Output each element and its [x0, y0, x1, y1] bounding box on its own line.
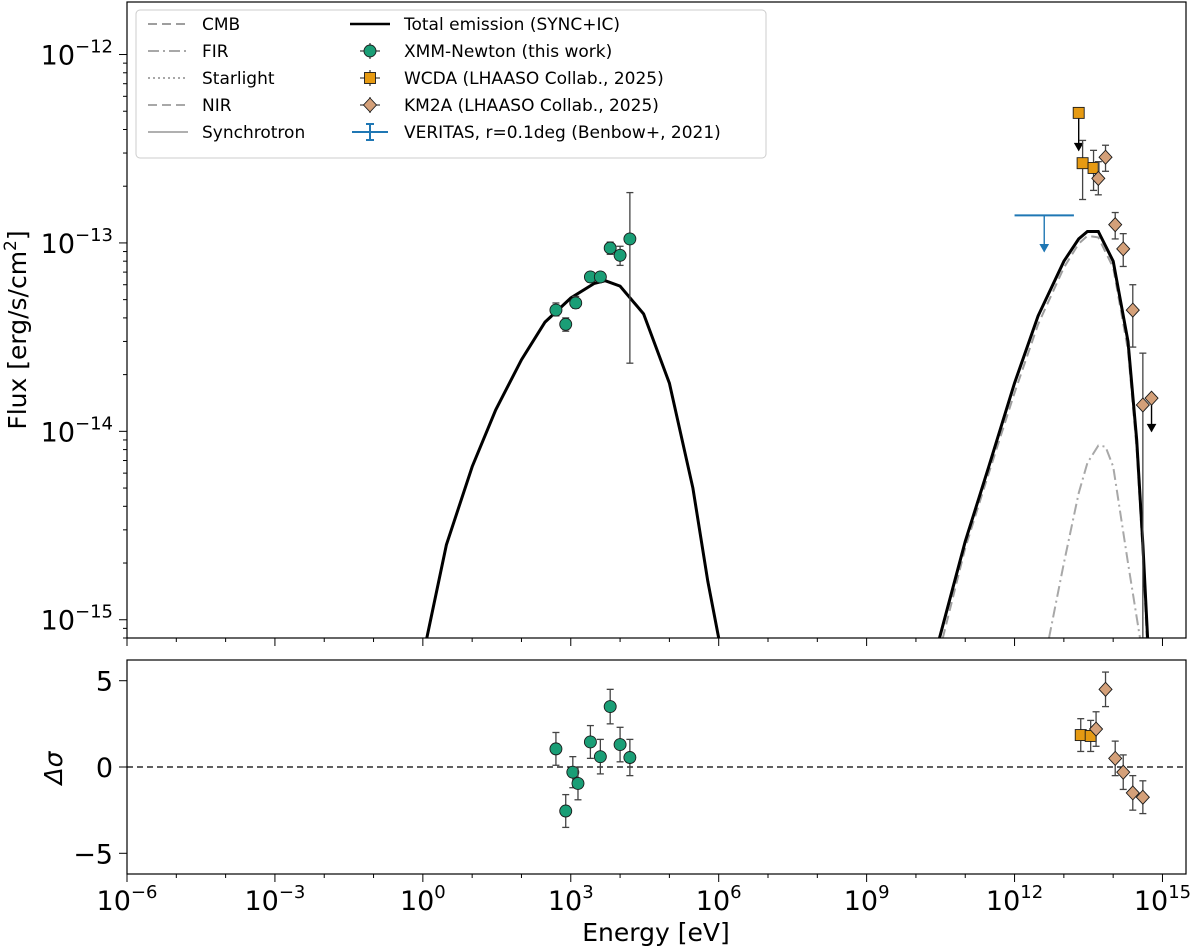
wcda-point	[1076, 157, 1089, 170]
bottom-panel: 5 0 −5 10−6 10−3 100 103 106 109 1012 1015 Δσ	[39, 659, 1191, 917]
veritas-ul-arrow-head	[1039, 244, 1050, 253]
legend-swatch-diamond	[362, 97, 378, 113]
x-tick-label: 10−3	[244, 882, 305, 917]
top-y-tick-label: 10−12	[41, 37, 113, 72]
xmm-newton-point	[569, 296, 583, 310]
legend-label: WCDA (LHAASO Collab., 2025)	[404, 69, 664, 89]
xmm-newton-point	[593, 270, 607, 284]
bottom-y-tick-label: 0	[96, 753, 113, 784]
legend-label: Total emission (SYNC+IC)	[403, 15, 620, 35]
model-curve-cmb	[941, 234, 1148, 638]
x-tick-label: 106	[696, 882, 742, 917]
x-tick-label: 1015	[1134, 882, 1191, 917]
xmm-newton-residual-point	[613, 738, 627, 752]
model-curve-fir	[1048, 444, 1141, 638]
legend-label: NIR	[202, 96, 232, 116]
top-y-tick-label: 10−15	[41, 602, 113, 637]
legend-swatch-square	[364, 72, 376, 84]
km2a-point	[1116, 241, 1131, 257]
xmm-newton-residual-point	[603, 700, 617, 714]
wcda-residual-point	[1074, 729, 1087, 742]
legend-box	[135, 9, 767, 159]
x-axis-title: Energy [eV]	[582, 918, 729, 947]
km2a-residual-point	[1088, 721, 1104, 737]
xmm-newton-point	[603, 241, 617, 255]
bottom-y-tick-label: 5	[96, 667, 113, 698]
km2a-residual-point	[1116, 764, 1131, 780]
km2a-residual-point	[1135, 789, 1150, 805]
top-panel: 10−12 10−13 10−14 10−15 Flux [erg/s/cm2] CM…	[1, 1, 1187, 646]
xmm-newton-point	[623, 232, 637, 246]
xmm-newton-residual-point	[559, 804, 573, 818]
xmm-newton-point	[549, 303, 563, 317]
x-tick-label: 10−6	[97, 882, 158, 917]
bottom-y-axis-title: Δσ	[39, 750, 68, 786]
legend-label: XMM-Newton (this work)	[404, 42, 612, 62]
legend-label: FIR	[202, 42, 229, 62]
legend-label: CMB	[202, 15, 240, 35]
legend-label: VERITAS, r=0.1deg (Benbow+, 2021)	[404, 123, 721, 143]
xmm-newton-residual-point	[549, 742, 563, 756]
km2a-point	[1108, 217, 1123, 233]
wcda-point	[1072, 106, 1085, 119]
km2a-point	[1144, 390, 1159, 406]
km2a-residual-point	[1108, 750, 1123, 767]
km2a-ul-arrow-head	[1146, 423, 1157, 433]
model-curve-total-emission-sync-ic-	[938, 230, 1150, 638]
xmm-newton-residual-point	[583, 735, 597, 749]
top-y-tick-label: 10−13	[41, 225, 113, 260]
wcda-ul-arrow-head	[1073, 142, 1084, 152]
km2a-point	[1098, 149, 1113, 165]
km2a-point	[1125, 302, 1140, 318]
x-tick-label: 1012	[986, 882, 1043, 917]
km2a-residual-point	[1098, 681, 1113, 698]
x-tick-label: 109	[844, 882, 890, 917]
xmm-newton-residual-point	[623, 751, 637, 764]
model-curve-total-emission-sync-ic-	[425, 279, 721, 638]
top-plot-frame	[126, 1, 1187, 639]
legend-label: Synchrotron	[202, 123, 305, 143]
wcda-point	[1087, 162, 1100, 174]
top-y-axis-title: Flux [erg/s/cm2]	[1, 230, 32, 429]
xmm-newton-point	[559, 317, 573, 331]
legend: CMB FIR Starlight NIR Synchrotron Total emis…	[135, 9, 767, 159]
x-tick-label: 100	[400, 882, 446, 917]
xmm-newton-residual-point	[593, 750, 607, 764]
xmm-newton-point	[613, 248, 627, 262]
legend-label: Starlight	[202, 69, 275, 89]
km2a-point	[1135, 397, 1150, 413]
top-y-tick-label: 10−14	[41, 413, 113, 448]
km2a-point	[1091, 170, 1106, 187]
km2a-residual-point	[1125, 785, 1140, 801]
xmm-newton-residual-point	[571, 776, 585, 790]
xmm-newton-residual-point	[566, 765, 580, 779]
x-tick-label: 103	[548, 882, 594, 917]
legend-swatch-circle	[363, 44, 377, 58]
legend-label: KM2A (LHAASO Collab., 2025)	[404, 96, 659, 116]
bottom-y-tick-label: −5	[73, 839, 113, 870]
